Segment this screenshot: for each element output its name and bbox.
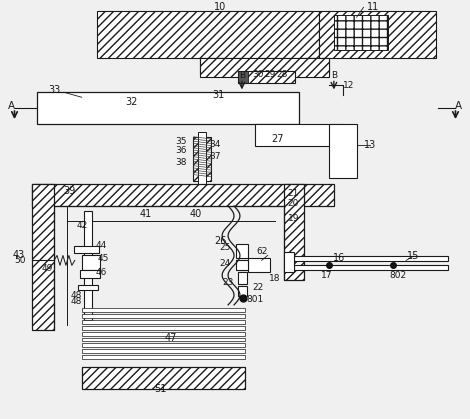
Text: 46: 46 — [96, 268, 107, 277]
Bar — [82, 331, 245, 336]
Bar — [84, 211, 92, 320]
Bar — [200, 58, 225, 72]
Bar — [82, 256, 100, 270]
Text: 19: 19 — [288, 215, 299, 223]
Bar — [238, 286, 247, 296]
Text: 62: 62 — [256, 247, 267, 256]
Bar — [238, 70, 248, 83]
Bar — [334, 15, 388, 50]
Text: 34: 34 — [210, 140, 221, 149]
Text: 12: 12 — [343, 81, 354, 90]
Bar — [82, 320, 245, 323]
Text: 49: 49 — [41, 264, 53, 273]
Text: 42: 42 — [76, 221, 87, 230]
Bar — [82, 338, 245, 341]
Text: 802: 802 — [390, 271, 407, 280]
Bar — [294, 256, 447, 261]
Text: 48: 48 — [70, 290, 81, 300]
Bar — [238, 70, 295, 83]
Text: 26: 26 — [214, 235, 227, 246]
Bar — [284, 253, 294, 272]
Text: 801: 801 — [246, 295, 263, 305]
Bar — [80, 270, 100, 278]
Text: 25: 25 — [219, 243, 231, 252]
Bar — [198, 132, 206, 186]
Bar — [236, 260, 248, 270]
Text: 22: 22 — [252, 282, 263, 292]
Bar — [32, 184, 334, 206]
Bar — [96, 11, 319, 58]
Bar — [82, 355, 245, 359]
Bar — [319, 11, 436, 58]
Bar — [78, 285, 98, 290]
Text: 36: 36 — [175, 146, 187, 155]
Bar — [304, 58, 329, 72]
Bar — [82, 314, 245, 318]
Text: 51: 51 — [155, 384, 167, 394]
Bar — [236, 243, 248, 259]
Text: 33: 33 — [48, 85, 60, 95]
Bar — [74, 246, 99, 253]
Bar — [32, 184, 54, 330]
Text: 44: 44 — [96, 241, 107, 250]
Text: 48: 48 — [70, 297, 81, 306]
Text: 29: 29 — [264, 70, 275, 79]
Text: 32: 32 — [125, 97, 137, 107]
Bar — [194, 137, 212, 181]
Text: 35: 35 — [175, 137, 187, 146]
Bar — [238, 272, 247, 284]
Text: 16: 16 — [333, 253, 345, 264]
Text: 30: 30 — [252, 70, 264, 79]
Text: B: B — [331, 71, 337, 80]
Text: 37: 37 — [210, 152, 221, 161]
Bar — [82, 367, 245, 389]
Text: 24: 24 — [219, 259, 231, 268]
Text: 20: 20 — [288, 199, 299, 207]
Text: 50: 50 — [15, 256, 26, 265]
Text: 38: 38 — [175, 158, 187, 167]
Text: 23: 23 — [222, 278, 234, 287]
Text: 45: 45 — [98, 254, 109, 263]
Text: 15: 15 — [407, 251, 419, 261]
Text: A: A — [8, 101, 15, 111]
Text: 18: 18 — [269, 274, 280, 283]
Bar — [284, 184, 304, 280]
Bar — [82, 326, 245, 330]
Text: 10: 10 — [214, 2, 226, 12]
Text: 43: 43 — [12, 251, 24, 261]
Text: 13: 13 — [364, 140, 376, 150]
Text: 31: 31 — [212, 90, 224, 100]
Bar — [200, 58, 329, 78]
Bar — [37, 92, 299, 124]
Bar — [82, 349, 245, 353]
Text: 41: 41 — [140, 209, 152, 219]
Text: 11: 11 — [368, 2, 380, 12]
Text: 27: 27 — [271, 134, 284, 144]
Text: 21: 21 — [288, 189, 299, 198]
Text: B: B — [239, 71, 245, 80]
Bar — [82, 344, 245, 347]
Text: 39: 39 — [64, 186, 76, 196]
Bar — [248, 259, 270, 272]
Text: 17: 17 — [321, 271, 333, 280]
Bar — [294, 265, 447, 270]
Bar — [82, 308, 245, 312]
Text: 28: 28 — [277, 70, 288, 79]
Bar — [255, 124, 344, 146]
Text: 40: 40 — [189, 209, 202, 219]
Text: A: A — [455, 101, 462, 111]
Bar — [329, 124, 357, 178]
Text: 47: 47 — [164, 333, 177, 342]
